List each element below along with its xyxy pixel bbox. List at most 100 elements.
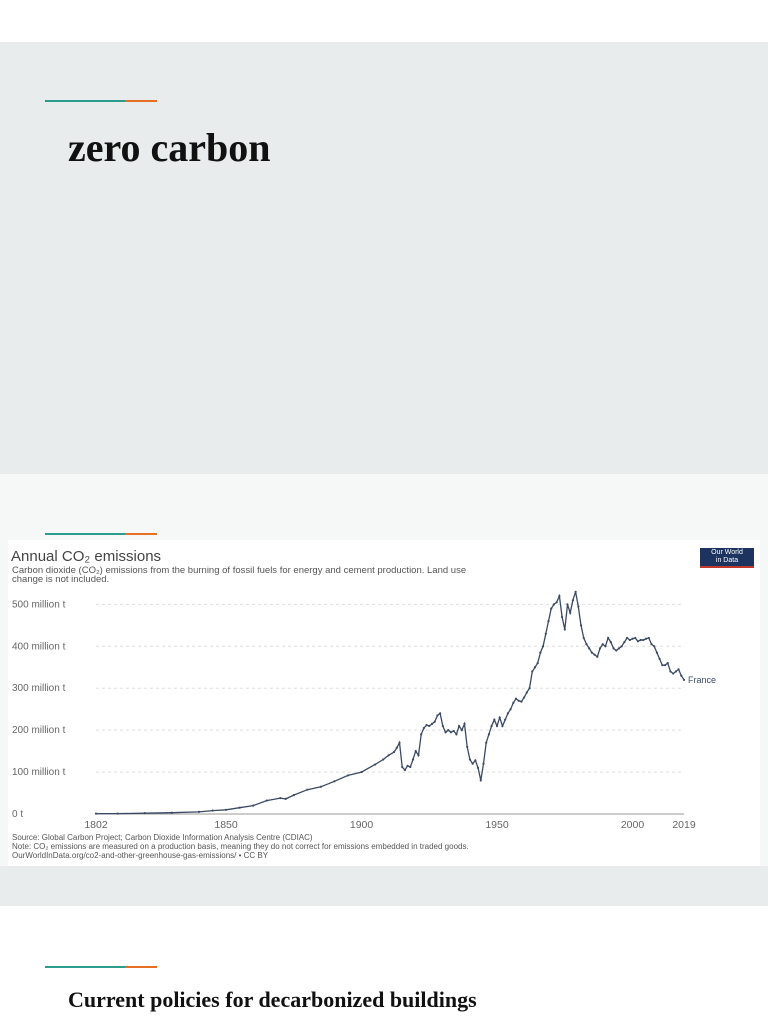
data-point bbox=[531, 670, 534, 673]
data-point bbox=[550, 607, 553, 610]
slide-title: zero carbon bbox=[68, 125, 271, 170]
x-tick-label: 1900 bbox=[350, 819, 374, 831]
data-point bbox=[319, 785, 323, 788]
top-margin bbox=[0, 0, 768, 42]
data-point bbox=[617, 647, 621, 650]
data-point bbox=[292, 794, 295, 797]
data-point bbox=[441, 724, 444, 728]
data-point bbox=[401, 765, 404, 769]
chart-subtitle-line-1: Carbon dioxide (CO₂) emissions from the … bbox=[12, 565, 466, 576]
data-point bbox=[569, 611, 572, 614]
data-point bbox=[674, 670, 677, 673]
data-point bbox=[436, 714, 439, 717]
x-tick-label: 2019 bbox=[672, 819, 696, 831]
data-point bbox=[428, 724, 431, 728]
data-point bbox=[590, 651, 593, 654]
chart-note: Note: CO₂ emissions are measured on a pr… bbox=[12, 842, 469, 851]
data-point bbox=[425, 724, 428, 727]
data-point bbox=[211, 809, 214, 812]
data-point bbox=[387, 754, 390, 757]
chart-source: Source: Global Carbon Project; Carbon Di… bbox=[12, 833, 313, 842]
data-point bbox=[604, 645, 607, 648]
data-point bbox=[457, 724, 461, 728]
data-point bbox=[493, 718, 496, 721]
owid-logo[interactable]: Our World in Data bbox=[700, 548, 754, 568]
data-point bbox=[487, 733, 491, 736]
data-point bbox=[639, 638, 642, 642]
chart-gridlines bbox=[96, 603, 684, 815]
y-tick-label: 500 million t bbox=[12, 599, 66, 610]
chart-subtitle-line-2: change is not included. bbox=[12, 574, 109, 585]
data-point bbox=[536, 661, 539, 665]
data-point bbox=[463, 722, 466, 725]
data-point bbox=[560, 615, 564, 619]
data-point bbox=[414, 750, 417, 753]
series-line-france bbox=[96, 591, 685, 815]
data-point bbox=[444, 731, 447, 734]
data-point bbox=[406, 764, 409, 767]
data-point bbox=[284, 797, 287, 801]
data-point bbox=[373, 763, 377, 766]
data-point bbox=[382, 758, 385, 761]
x-tick-label: 1950 bbox=[485, 819, 509, 831]
data-point bbox=[482, 762, 485, 765]
data-point bbox=[609, 641, 612, 644]
data-point bbox=[485, 741, 488, 744]
y-tick-label: 400 million t bbox=[12, 641, 66, 652]
data-point bbox=[520, 700, 523, 703]
data-point bbox=[547, 620, 550, 623]
series-label-france: France bbox=[688, 675, 716, 685]
data-point bbox=[571, 599, 575, 602]
data-point bbox=[655, 651, 659, 654]
data-point bbox=[417, 754, 420, 757]
data-point bbox=[585, 643, 588, 646]
data-point bbox=[615, 649, 618, 652]
data-point bbox=[525, 691, 528, 694]
data-point bbox=[533, 666, 537, 669]
data-point bbox=[468, 758, 472, 761]
data-point bbox=[447, 729, 450, 732]
data-point bbox=[541, 645, 545, 648]
data-point bbox=[170, 811, 173, 814]
data-point bbox=[498, 716, 501, 719]
data-point bbox=[420, 733, 423, 736]
data-point bbox=[661, 664, 664, 667]
data-point bbox=[452, 729, 455, 733]
data-point bbox=[403, 768, 407, 772]
data-point bbox=[476, 766, 480, 769]
data-point bbox=[636, 640, 640, 643]
data-point bbox=[422, 726, 425, 730]
data-point bbox=[512, 701, 515, 705]
data-point bbox=[197, 810, 201, 814]
data-point bbox=[601, 643, 604, 646]
data-point bbox=[143, 812, 146, 815]
chart-url: OurWorldInData.org/co2-and-other-greenho… bbox=[12, 851, 269, 860]
data-point bbox=[558, 594, 561, 598]
data-point bbox=[663, 664, 667, 667]
data-point bbox=[625, 636, 629, 640]
x-tick-label: 1850 bbox=[214, 819, 238, 831]
data-point bbox=[517, 699, 520, 702]
data-point bbox=[577, 605, 580, 608]
data-point bbox=[682, 678, 686, 681]
data-point bbox=[620, 645, 623, 648]
data-point bbox=[455, 733, 458, 736]
data-point bbox=[566, 603, 569, 606]
data-point bbox=[265, 799, 268, 802]
data-point bbox=[471, 762, 474, 765]
data-point bbox=[612, 647, 615, 650]
data-point bbox=[528, 687, 531, 690]
data-point bbox=[224, 808, 228, 811]
chart-panel: Annual CO₂ emissions Carbon dioxide (CO₂… bbox=[8, 540, 760, 866]
data-point bbox=[563, 628, 566, 631]
data-point bbox=[433, 720, 436, 723]
data-point bbox=[460, 729, 463, 732]
data-point bbox=[116, 812, 119, 815]
data-point bbox=[490, 724, 493, 728]
accent-rule bbox=[45, 533, 157, 535]
data-point bbox=[650, 643, 653, 646]
data-point bbox=[506, 712, 509, 715]
data-point bbox=[509, 708, 512, 711]
data-point bbox=[501, 724, 504, 728]
data-point bbox=[523, 696, 526, 699]
